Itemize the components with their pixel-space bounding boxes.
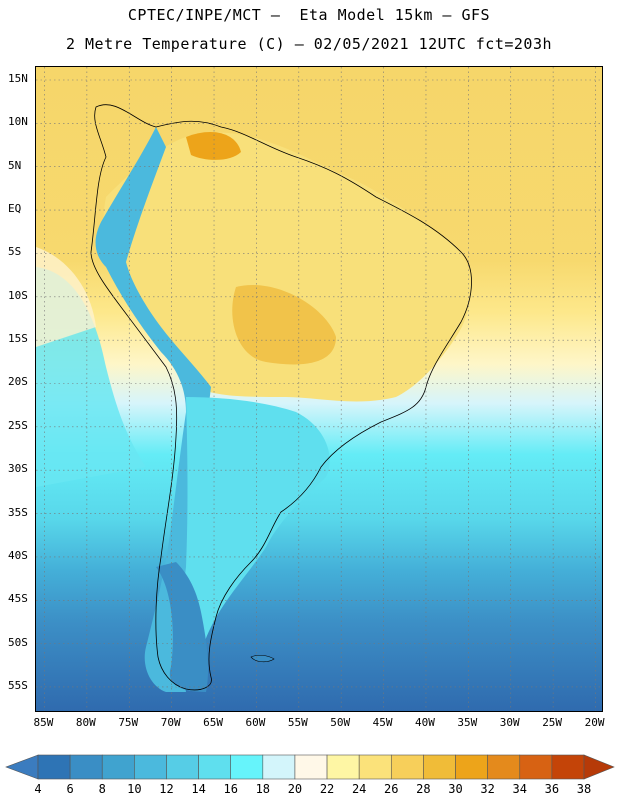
lon-tick-label: 75W	[118, 716, 139, 729]
colorbar-tick-label: 22	[319, 782, 335, 796]
continent-outline	[90, 104, 472, 691]
lat-tick-label: 40S	[8, 548, 28, 562]
patagonia-cold	[156, 562, 209, 692]
colorbar-low-arrow	[5, 754, 39, 780]
lon-tick-label: 85W	[33, 716, 54, 729]
colorbar-segment	[294, 754, 328, 780]
colorbar-segment	[230, 754, 264, 780]
land-warm-north	[103, 132, 471, 402]
map-title-line-1: CPTEC/INPE/MCT – Eta Model 15km – GFS	[127, 6, 491, 24]
colorbar-tick-label: 34	[512, 782, 527, 796]
pacific-mild-zone	[36, 247, 96, 347]
lat-tick-label: 45S	[8, 592, 28, 606]
colorbar-segment	[423, 754, 456, 780]
colorbar-tick-label: 4	[34, 782, 42, 796]
lat-tick-label: 5N	[8, 158, 22, 172]
colorbar-segment	[358, 754, 392, 780]
lat-lon-grid	[36, 67, 602, 711]
colorbar-segment	[519, 754, 553, 780]
lon-tick-label: 30W	[499, 716, 520, 729]
lat-tick-label: 35S	[8, 505, 28, 519]
colorbar-tick-label: 10	[127, 782, 142, 796]
colorbar-segment	[134, 754, 167, 780]
colorbar-segment	[69, 754, 103, 780]
colorbar-tick-label: 24	[351, 782, 367, 796]
colorbar-tick-label: 18	[255, 782, 271, 796]
temperature-colorbar	[5, 754, 615, 780]
lat-tick-label: 15N	[8, 72, 28, 85]
lon-tick-label: 55W	[287, 716, 308, 729]
colorbar-tick-label: 26	[384, 782, 399, 796]
colorbar-segment	[262, 754, 296, 780]
colorbar-tick-label: 28	[416, 782, 431, 796]
lat-tick-label: 20S	[8, 375, 28, 389]
lat-tick-label: 5S	[8, 245, 22, 259]
land-hot-venezuela	[186, 132, 241, 160]
lon-tick-label: 50W	[330, 716, 351, 729]
lat-tick-label: 10N	[8, 115, 28, 129]
lon-tick-label: 60W	[245, 716, 266, 729]
colorbar-segment	[551, 754, 585, 780]
lat-tick-label: 30S	[8, 462, 28, 476]
colorbar-segment	[37, 754, 71, 780]
temperature-map	[35, 66, 603, 712]
colorbar-tick-label: 12	[159, 782, 174, 796]
lat-tick-label: 25S	[8, 418, 28, 432]
colorbar-tick-label: 8	[98, 782, 106, 796]
lon-tick-label: 40W	[415, 716, 435, 729]
map-canvas	[36, 67, 602, 711]
colorbar-segment	[326, 754, 360, 780]
lon-tick-label: 20W	[584, 716, 605, 729]
lon-tick-label: 35W	[457, 716, 478, 729]
colorbar-segment	[166, 754, 199, 780]
colorbar-tick-label: 14	[191, 782, 206, 796]
lat-tick-label: EQ	[8, 202, 22, 216]
colorbar-tick-label: 32	[480, 782, 495, 796]
map-title-line-2: 2 Metre Temperature (C) – 02/05/2021 12U…	[65, 35, 553, 53]
lon-tick-label: 70W	[160, 716, 181, 729]
lon-tick-label: 25W	[542, 716, 563, 729]
lon-tick-label: 45W	[372, 716, 393, 729]
land-hot-centre	[232, 285, 336, 365]
colorbar-tick-label: 16	[223, 782, 238, 796]
lon-tick-label: 65W	[203, 716, 223, 729]
colorbar-segment	[198, 754, 232, 780]
falkland-islands	[250, 654, 275, 663]
colorbar-high-arrow	[583, 754, 615, 780]
southern-cone-cool	[176, 397, 330, 687]
lat-tick-label: 50S	[8, 635, 28, 649]
colorbar-tick-label: 20	[287, 782, 303, 796]
lat-tick-label: 10S	[8, 288, 28, 302]
colorbar-segment	[390, 754, 424, 780]
colorbar-tick-label: 38	[576, 782, 592, 796]
colorbar-segment	[487, 754, 521, 780]
colorbar-tick-label: 30	[448, 782, 463, 796]
colorbar-tick-label: 6	[66, 782, 74, 796]
lat-tick-label: 15S	[8, 332, 28, 346]
lon-tick-label: 80W	[75, 716, 96, 729]
colorbar-segment	[101, 754, 135, 780]
colorbar-tick-label: 36	[544, 782, 560, 796]
andes-cold-band	[95, 127, 211, 692]
lat-tick-label: 55S	[8, 678, 28, 692]
colorbar-segment	[455, 754, 488, 780]
